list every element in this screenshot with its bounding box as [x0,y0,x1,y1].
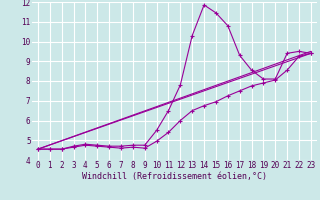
X-axis label: Windchill (Refroidissement éolien,°C): Windchill (Refroidissement éolien,°C) [82,172,267,181]
